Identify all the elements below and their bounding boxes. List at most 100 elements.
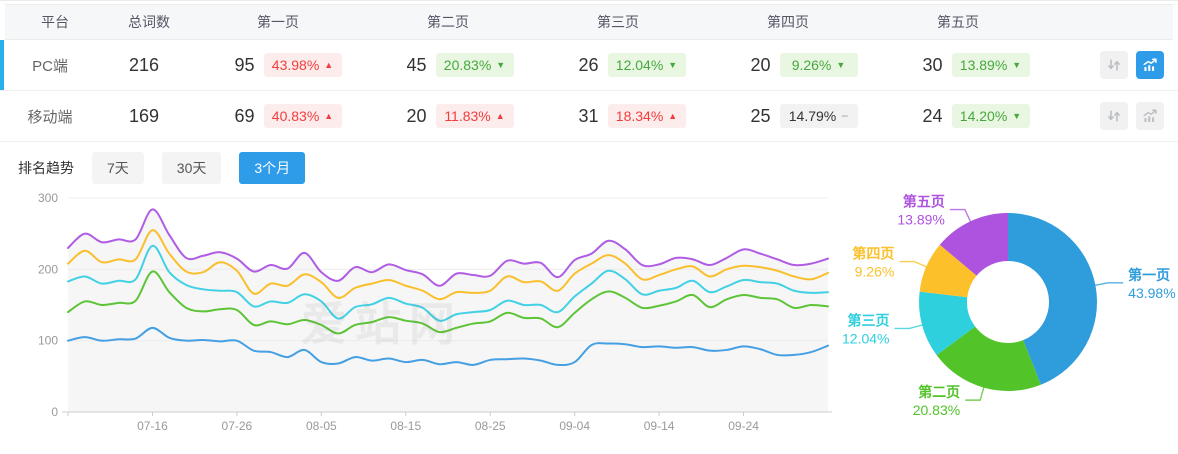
- pie-slice-3[interactable]: [919, 291, 976, 356]
- page4-change-pct: 9.26%: [791, 57, 832, 73]
- page5-cell: 30 13.89% ▼: [876, 53, 1048, 77]
- trend-line-page5: [67, 208, 829, 287]
- charts-area: 07-16 07-26 08-05 08-15 08-25 09-04 09-14 09-24…: [0, 190, 1178, 452]
- y-axis-label: 0: [51, 405, 58, 419]
- trend-area-fill: [68, 209, 828, 412]
- page4-count: 20: [750, 54, 771, 75]
- page1-count: 95: [234, 54, 255, 75]
- page4-cell: 20 9.26% ▼: [704, 53, 876, 77]
- column-header-page3: 第三页: [597, 14, 639, 30]
- pie-label-name: 第五页: [903, 194, 945, 210]
- trend-direction-icon: ▲: [495, 110, 505, 121]
- page4-count: 25: [750, 105, 771, 126]
- page5-change-badge: 14.20% ▼: [951, 104, 1030, 128]
- page-distribution-donut-chart: 第一页 43.98% 第二页 20.83% 第三页 12.04% 第四页 9.26% 第五页 13…: [842, 194, 1176, 419]
- page5-cell: 24 14.20% ▼: [876, 104, 1048, 128]
- page2-cell: 20 11.83% ▲: [360, 104, 532, 128]
- trend-direction-icon: ▼: [1012, 59, 1022, 70]
- sort-button[interactable]: [1100, 51, 1128, 79]
- pie-label-pct: 12.04%: [842, 330, 889, 346]
- trend-direction-icon: ▼: [836, 59, 846, 70]
- table-header-row: 平台 总词数 第一页 第二页 第三页 第四页 第五页: [5, 4, 1173, 40]
- row-actions: [1048, 51, 1178, 79]
- page2-change-badge: 20.83% ▼: [435, 53, 514, 77]
- pie-label-leader: [894, 324, 924, 330]
- sort-button[interactable]: [1100, 102, 1128, 130]
- pie-label-leader: [949, 208, 972, 223]
- trend-chart-button[interactable]: [1136, 102, 1164, 130]
- total-words-value: 216: [128, 54, 160, 75]
- pie-label-leader: [1094, 282, 1124, 287]
- pie-slice-1[interactable]: [1008, 213, 1098, 385]
- pie-label-pct: 13.89%: [897, 212, 944, 228]
- page3-cell: 31 18.34% ▲: [532, 104, 704, 128]
- page1-change-badge: 43.98% ▲: [263, 53, 342, 77]
- pie-label-pct: 20.83%: [913, 402, 960, 418]
- pie-label-leader: [899, 260, 928, 268]
- page5-change-pct: 13.89%: [959, 57, 1008, 73]
- trend-direction-icon: ▲: [324, 59, 334, 70]
- page5-count: 30: [922, 54, 943, 75]
- page5-change-badge: 13.89% ▼: [951, 53, 1030, 77]
- pie-slice-2[interactable]: [936, 326, 1041, 391]
- range-tab-30days[interactable]: 30天: [161, 152, 222, 184]
- column-header-total-words: 总词数: [128, 14, 170, 30]
- trend-line-chart: 07-16 07-26 08-05 08-15 08-25 09-04 09-14 09-24…: [38, 191, 832, 433]
- trend-controls: 排名趋势 7天 30天 3个月: [0, 142, 1178, 190]
- sort-arrows-icon: [1108, 110, 1120, 122]
- column-header-page2: 第二页: [427, 14, 469, 30]
- rank-table: 平台 总词数 第一页 第二页 第三页 第四页 第五页 PC端 216 95 43…: [0, 1, 1178, 142]
- trend-direction-icon: ▲: [324, 110, 334, 121]
- platform-label: PC端: [32, 57, 68, 75]
- table-row-mobile: 移动端 169 69 40.83% ▲ 20 11.83% ▲ 31 18.3: [0, 91, 1178, 142]
- column-header-page1: 第一页: [257, 14, 299, 30]
- trend-line-page3: [67, 244, 829, 322]
- range-tab-7days[interactable]: 7天: [92, 152, 144, 184]
- page1-count: 69: [234, 105, 255, 126]
- page3-change-pct: 12.04%: [615, 57, 664, 73]
- trend-direction-icon: ▲: [668, 110, 678, 121]
- trend-chart-button[interactable]: [1136, 51, 1164, 79]
- column-header-page5: 第五页: [937, 14, 979, 30]
- pie-label-pct: 9.26%: [855, 264, 895, 280]
- page4-change-badge: 9.26% ▼: [779, 53, 858, 77]
- line-chart-icon: [1143, 58, 1157, 71]
- pie-label-name: 第三页: [847, 312, 889, 328]
- range-tab-3months[interactable]: 3个月: [239, 152, 306, 184]
- page2-cell: 45 20.83% ▼: [360, 53, 532, 77]
- trend-line-page1: [67, 326, 829, 367]
- page5-change-pct: 14.20%: [959, 108, 1008, 124]
- page3-change-pct: 18.34%: [615, 108, 664, 124]
- page1-change-pct: 43.98%: [271, 57, 320, 73]
- y-axis-label: 300: [38, 191, 58, 205]
- pie-label-pct: 43.98%: [1128, 285, 1175, 301]
- x-axis-label: 08-15: [390, 419, 421, 433]
- page4-change-badge: 14.79% −: [779, 104, 858, 128]
- page3-change-badge: 18.34% ▲: [607, 104, 686, 128]
- trend-line-page2: [67, 270, 829, 335]
- page3-change-badge: 12.04% ▼: [607, 53, 686, 77]
- x-axis-label: 08-25: [475, 419, 506, 433]
- page1-change-badge: 40.83% ▲: [263, 104, 342, 128]
- x-axis-label: 07-16: [137, 419, 168, 433]
- pie-label-leader: [965, 386, 985, 401]
- x-axis-label: 09-14: [644, 419, 675, 433]
- x-axis-label: 07-26: [222, 419, 253, 433]
- page2-count: 45: [406, 54, 427, 75]
- page1-cell: 69 40.83% ▲: [188, 104, 360, 128]
- row-actions: [1048, 102, 1178, 130]
- page5-count: 24: [922, 105, 943, 126]
- page4-change-pct: 14.79%: [788, 108, 837, 124]
- page3-count: 31: [578, 105, 599, 126]
- pie-slice-5[interactable]: [939, 213, 1008, 276]
- platform-label: 移动端: [27, 108, 73, 126]
- page2-change-badge: 11.83% ▲: [435, 104, 514, 128]
- x-axis-label: 08-05: [306, 419, 337, 433]
- page2-change-pct: 20.83%: [443, 57, 492, 73]
- pie-slice-4[interactable]: [919, 244, 977, 298]
- page1-cell: 95 43.98% ▲: [188, 53, 360, 77]
- trend-chart-container: 07-16 07-26 08-05 08-15 08-25 09-04 09-14 09-24…: [6, 190, 846, 452]
- trend-direction-icon: ▼: [1012, 110, 1022, 121]
- line-chart-icon: [1143, 109, 1157, 122]
